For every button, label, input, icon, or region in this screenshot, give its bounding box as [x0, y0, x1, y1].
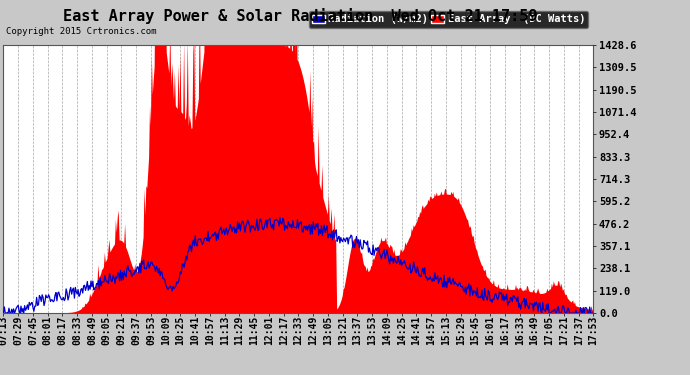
Legend: Radiation (w/m2), East Array  (DC Watts): Radiation (w/m2), East Array (DC Watts): [309, 11, 588, 28]
Text: East Array Power & Solar Radiation  Wed Oct 21 17:59: East Array Power & Solar Radiation Wed O…: [63, 8, 538, 24]
Text: Copyright 2015 Crtronics.com: Copyright 2015 Crtronics.com: [6, 27, 156, 36]
